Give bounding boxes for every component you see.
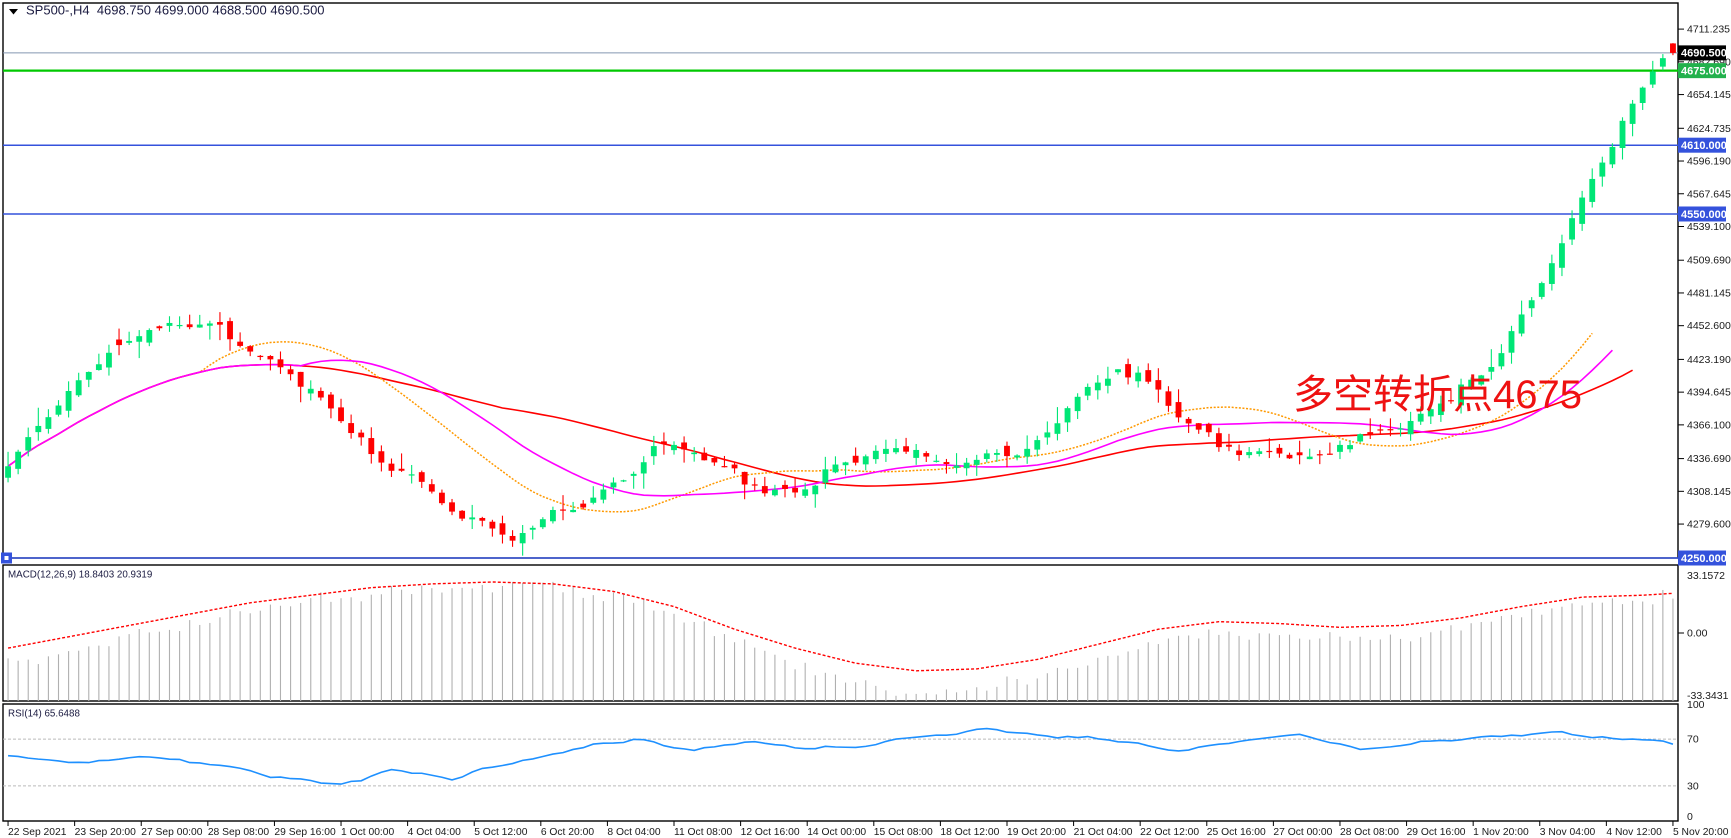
svg-text:25 Oct 16:00: 25 Oct 16:00: [1207, 827, 1266, 838]
svg-text:MACD(12,26,9) 18.8403 20.9319: MACD(12,26,9) 18.8403 20.9319: [8, 570, 152, 581]
svg-text:29 Oct 16:00: 29 Oct 16:00: [1407, 827, 1466, 838]
svg-text:12 Oct 16:00: 12 Oct 16:00: [741, 827, 800, 838]
svg-text:33.1572: 33.1572: [1687, 570, 1725, 582]
svg-text:11 Oct 08:00: 11 Oct 08:00: [674, 827, 732, 838]
svg-text:22 Sep 2021: 22 Sep 2021: [8, 827, 67, 838]
svg-text:4308.145: 4308.145: [1687, 486, 1731, 498]
svg-text:4 Oct 04:00: 4 Oct 04:00: [408, 827, 462, 838]
svg-text:100: 100: [1687, 699, 1705, 711]
svg-text:4596.190: 4596.190: [1687, 156, 1731, 168]
svg-text:4481.145: 4481.145: [1687, 287, 1731, 299]
svg-text:4 Nov 12:00: 4 Nov 12:00: [1606, 827, 1662, 838]
svg-text:4394.645: 4394.645: [1687, 387, 1731, 399]
svg-text:4610.000: 4610.000: [1681, 140, 1727, 152]
svg-text:21 Oct 04:00: 21 Oct 04:00: [1074, 827, 1133, 838]
svg-text:4654.145: 4654.145: [1687, 89, 1731, 101]
svg-text:4452.600: 4452.600: [1687, 320, 1731, 332]
svg-text:多空转折点4675: 多空转折点4675: [1293, 373, 1582, 417]
svg-text:0: 0: [1687, 811, 1693, 823]
svg-text:4567.645: 4567.645: [1687, 188, 1731, 200]
svg-text:5 Oct 12:00: 5 Oct 12:00: [474, 827, 528, 838]
svg-text:4550.000: 4550.000: [1681, 209, 1727, 221]
svg-text:4279.600: 4279.600: [1687, 519, 1731, 531]
svg-text:29 Sep 16:00: 29 Sep 16:00: [274, 827, 336, 838]
svg-text:1 Nov 20:00: 1 Nov 20:00: [1473, 827, 1529, 838]
svg-text:5 Nov 20:00: 5 Nov 20:00: [1673, 827, 1729, 838]
svg-text:19 Oct 20:00: 19 Oct 20:00: [1007, 827, 1066, 838]
svg-text:14 Oct 00:00: 14 Oct 00:00: [807, 827, 866, 838]
svg-text:4711.235: 4711.235: [1687, 24, 1730, 36]
svg-text:RSI(14) 65.6488: RSI(14) 65.6488: [8, 709, 80, 720]
svg-text:28 Sep 08:00: 28 Sep 08:00: [208, 827, 270, 838]
svg-text:4675.000: 4675.000: [1681, 65, 1727, 77]
svg-text:28 Oct 08:00: 28 Oct 08:00: [1340, 827, 1399, 838]
svg-text:27 Sep 00:00: 27 Sep 00:00: [141, 827, 203, 838]
svg-text:70: 70: [1687, 734, 1699, 746]
svg-text:27 Oct 00:00: 27 Oct 00:00: [1273, 827, 1332, 838]
svg-text:4250.000: 4250.000: [1681, 553, 1727, 565]
svg-text:4624.735: 4624.735: [1687, 123, 1731, 135]
svg-text:18 Oct 12:00: 18 Oct 12:00: [940, 827, 999, 838]
svg-text:22 Oct 12:00: 22 Oct 12:00: [1140, 827, 1199, 838]
svg-text:6 Oct 20:00: 6 Oct 20:00: [541, 827, 595, 838]
svg-text:23 Sep 20:00: 23 Sep 20:00: [75, 827, 137, 838]
svg-text:4539.100: 4539.100: [1687, 221, 1731, 233]
svg-text:30: 30: [1687, 780, 1699, 792]
svg-text:8 Oct 04:00: 8 Oct 04:00: [607, 827, 661, 838]
svg-text:4690.500: 4690.500: [1681, 48, 1727, 60]
svg-text:4366.100: 4366.100: [1687, 419, 1731, 431]
svg-text:SP500-,H4 4698.750 4699.000 4: SP500-,H4 4698.750 4699.000 4688.500 469…: [26, 3, 325, 18]
svg-text:15 Oct 08:00: 15 Oct 08:00: [874, 827, 933, 838]
svg-text:1 Oct 00:00: 1 Oct 00:00: [341, 827, 395, 838]
svg-text:0.00: 0.00: [1687, 628, 1708, 640]
svg-text:4509.690: 4509.690: [1687, 255, 1731, 267]
svg-text:4336.690: 4336.690: [1687, 453, 1731, 465]
svg-text:3 Nov 04:00: 3 Nov 04:00: [1540, 827, 1596, 838]
svg-text:4423.190: 4423.190: [1687, 354, 1731, 366]
